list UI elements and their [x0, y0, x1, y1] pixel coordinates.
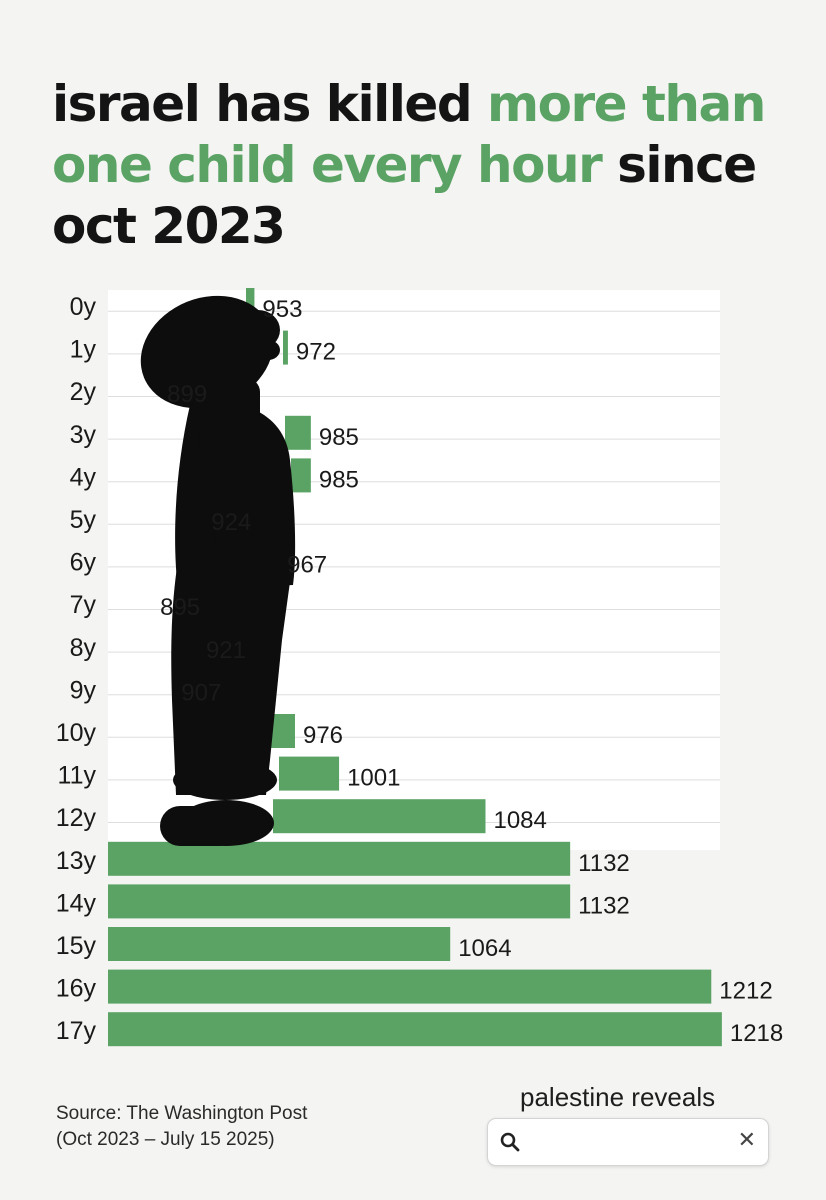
tick-label-15y: 15y [56, 932, 97, 960]
value-label-1y: 972 [296, 339, 336, 366]
bar-12y [273, 799, 486, 834]
value-label-8y: 921 [206, 637, 246, 664]
bars-group [108, 288, 722, 1047]
tick-label-12y: 12y [56, 804, 97, 832]
bar-1y [283, 330, 288, 365]
value-label-6y: 967 [287, 552, 327, 579]
bar-11y [279, 756, 340, 791]
value-label-15y: 1064 [458, 935, 511, 962]
title-part-1: israel has killed [52, 75, 488, 133]
child-silhouette [140, 295, 296, 846]
search-input[interactable] [528, 1127, 722, 1159]
value-label-17y: 1218 [730, 1020, 783, 1047]
tick-label-2y: 2y [70, 378, 97, 406]
tick-label-0y: 0y [70, 293, 97, 321]
value-label-5y: 924 [211, 509, 251, 536]
bar-3y [285, 415, 311, 450]
value-label-3y: 985 [319, 424, 359, 451]
tick-label-6y: 6y [70, 549, 97, 577]
bar-13y [108, 841, 571, 876]
tick-label-8y: 8y [70, 634, 97, 662]
value-label-16y: 1212 [719, 978, 772, 1005]
tick-label-3y: 3y [70, 421, 97, 449]
value-label-11y: 1001 [347, 765, 400, 792]
source-line-2: (Oct 2023 – July 15 2025) [56, 1129, 275, 1150]
tick-label-10y: 10y [56, 719, 97, 747]
page-title: israel has killed more than one child ev… [52, 74, 792, 257]
age-tick-labels: 0y 1y 2y 3y 4y 5y 6y 7y 8y 9y 10y 11y 12y 13y 14y 15y 16… [56, 293, 97, 1045]
tick-label-7y: 7y [70, 591, 97, 619]
value-label-12y: 1084 [493, 807, 546, 834]
bar-16y [108, 969, 712, 1004]
tick-label-13y: 13y [56, 847, 97, 875]
source-line-1: Source: The Washington Post [56, 1103, 308, 1124]
title-part-3: since oct 2023 [52, 136, 757, 255]
tick-label-1y: 1y [70, 336, 97, 364]
tick-label-4y: 4y [70, 463, 97, 491]
title-highlight: more than one child every hour [52, 75, 766, 194]
value-label-7y: 895 [160, 594, 200, 621]
value-label-4y: 985 [319, 466, 359, 493]
search-bar[interactable]: ✕ [487, 1118, 769, 1166]
close-icon[interactable]: ✕ [737, 1128, 756, 1153]
tick-label-11y: 11y [58, 762, 97, 790]
value-label-2y: 899 [167, 381, 207, 408]
brand-name: palestine reveals [520, 1082, 716, 1112]
bar-4y [291, 458, 311, 493]
tick-label-16y: 16y [56, 975, 97, 1003]
tick-label-9y: 9y [70, 676, 97, 704]
source-note: Source: The Washington Post (Oct 2023 – … [56, 1101, 307, 1153]
search-icon [500, 1132, 520, 1152]
value-label-14y: 1132 [578, 892, 630, 919]
value-label-10y: 976 [303, 722, 343, 749]
tick-label-17y: 17y [56, 1017, 97, 1045]
bar-14y [108, 884, 571, 919]
value-label-9y: 907 [181, 679, 221, 706]
value-label-13y: 1132 [578, 850, 630, 877]
value-label-0y: 953 [262, 296, 302, 323]
tick-label-5y: 5y [70, 506, 97, 534]
bar-17y [108, 1012, 722, 1047]
tick-label-14y: 14y [56, 889, 97, 917]
bar-15y [108, 927, 451, 961]
